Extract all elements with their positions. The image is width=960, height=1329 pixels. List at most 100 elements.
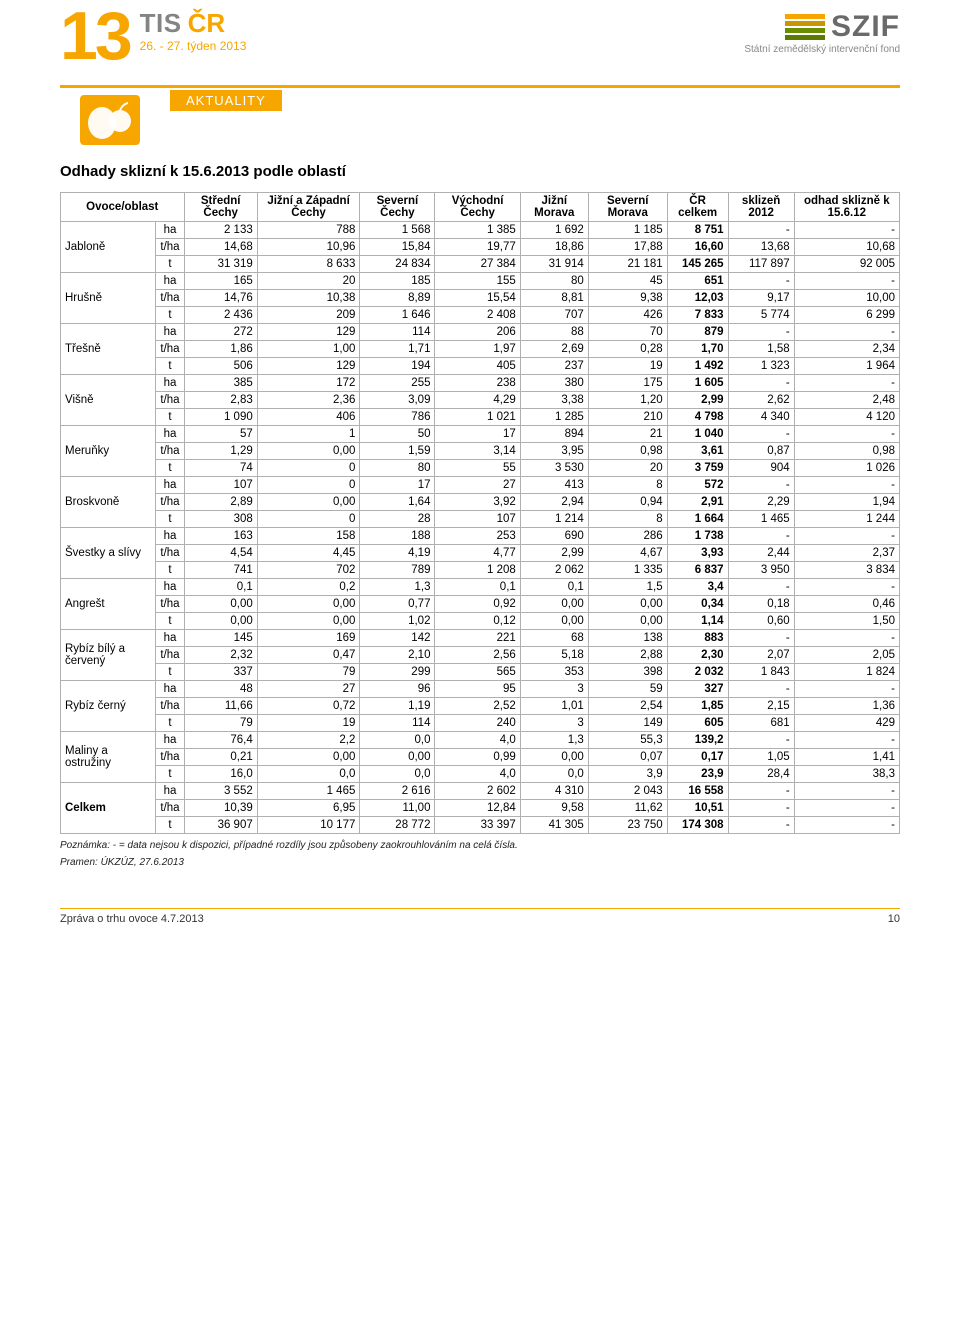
table-row: t/ha11,660,721,192,521,012,541,852,151,3… <box>61 698 900 715</box>
table-cell: 565 <box>435 664 520 681</box>
header-right: SZIF Státní zemědělský intervenční fond <box>744 8 900 55</box>
table-cell: 286 <box>588 528 667 545</box>
table-cell: - <box>794 222 899 239</box>
table-cell: 4 340 <box>728 409 794 426</box>
table-cell: 0,0 <box>360 766 435 783</box>
table-cell: 14,76 <box>184 290 257 307</box>
szif-logo: SZIF <box>785 10 900 44</box>
table-cell: 7 833 <box>667 307 728 324</box>
row-group-label: Hrušně <box>61 273 156 324</box>
table-cell: 15,54 <box>435 290 520 307</box>
table-row: t/ha1,290,001,593,143,950,983,610,870,98 <box>61 443 900 460</box>
table-cell: 41 305 <box>520 817 588 834</box>
table-row: t/ha14,7610,388,8915,548,819,3812,039,17… <box>61 290 900 307</box>
page-header: 13 TIS ČR 26. - 27. týden 2013 SZIF Stát <box>60 0 900 88</box>
table-cell: 1 465 <box>728 511 794 528</box>
table-cell: 2,32 <box>184 647 257 664</box>
table-cell: 175 <box>588 375 667 392</box>
row-unit: t <box>156 358 184 375</box>
table-cell: 18,86 <box>520 239 588 256</box>
table-cell: 426 <box>588 307 667 324</box>
row-unit: ha <box>156 426 184 443</box>
table-cell: 786 <box>360 409 435 426</box>
table-cell: 10,38 <box>257 290 360 307</box>
table-cell: 0 <box>257 460 360 477</box>
row-group-label: Celkem <box>61 783 156 834</box>
table-cell: 398 <box>588 664 667 681</box>
table-cell: 8 <box>588 477 667 494</box>
table-cell: 1 214 <box>520 511 588 528</box>
table-cell: 5 774 <box>728 307 794 324</box>
table-cell: 0,98 <box>588 443 667 460</box>
table-cell: - <box>794 579 899 596</box>
table-cell: 24 834 <box>360 256 435 273</box>
table-cell: 0,21 <box>184 749 257 766</box>
table-cell: 0,99 <box>435 749 520 766</box>
table-cell: 33 397 <box>435 817 520 834</box>
table-cell: 3,14 <box>435 443 520 460</box>
table-cell: 4,0 <box>435 766 520 783</box>
table-cell: 238 <box>435 375 520 392</box>
table-cell: 14,68 <box>184 239 257 256</box>
table-row: t2 4362091 6462 4087074267 8335 7746 299 <box>61 307 900 324</box>
table-cell: 788 <box>257 222 360 239</box>
table-cell: - <box>794 324 899 341</box>
table-cell: 107 <box>435 511 520 528</box>
table-cell: 0,00 <box>520 613 588 630</box>
table-cell: - <box>794 273 899 290</box>
table-row: t74080553 530203 7599041 026 <box>61 460 900 477</box>
table-cell: 2,07 <box>728 647 794 664</box>
table-cell: 0,00 <box>588 596 667 613</box>
row-unit: t <box>156 409 184 426</box>
table-cell: 1 692 <box>520 222 588 239</box>
table-row: t/ha10,396,9511,0012,849,5811,6210,51-- <box>61 800 900 817</box>
row-unit: ha <box>156 630 184 647</box>
tis-block: TIS ČR 26. - 27. týden 2013 <box>140 8 247 53</box>
table-cell: 88 <box>520 324 588 341</box>
table-row: t/ha0,000,000,770,920,000,000,340,180,46 <box>61 596 900 613</box>
table-cell: 3,9 <box>588 766 667 783</box>
table-row: Meruňkyha5715017894211 040-- <box>61 426 900 443</box>
table-cell: 605 <box>667 715 728 732</box>
table-cell: 80 <box>360 460 435 477</box>
row-unit: ha <box>156 324 184 341</box>
table-row: t1 0904067861 0211 2852104 7984 3404 120 <box>61 409 900 426</box>
table-cell: 1,71 <box>360 341 435 358</box>
table-cell: 2,91 <box>667 494 728 511</box>
table-cell: 28,4 <box>728 766 794 783</box>
table-cell: 38,3 <box>794 766 899 783</box>
table-cell: 209 <box>257 307 360 324</box>
table-row: Celkemha3 5521 4652 6162 6024 3102 04316… <box>61 783 900 800</box>
table-cell: 1 843 <box>728 664 794 681</box>
table-cell: - <box>794 477 899 494</box>
table-cell: 6,95 <box>257 800 360 817</box>
table-cell: 1 090 <box>184 409 257 426</box>
table-cell: 3,09 <box>360 392 435 409</box>
table-cell: - <box>794 817 899 834</box>
table-cell: - <box>794 800 899 817</box>
table-cell: 1,70 <box>667 341 728 358</box>
table-cell: 1,19 <box>360 698 435 715</box>
table-cell: 2,62 <box>728 392 794 409</box>
table-cell: 4 310 <box>520 783 588 800</box>
table-cell: 0,87 <box>728 443 794 460</box>
table-cell: 253 <box>435 528 520 545</box>
row-unit: t/ha <box>156 290 184 307</box>
table-cell: 0,77 <box>360 596 435 613</box>
table-cell: 163 <box>184 528 257 545</box>
table-cell: 327 <box>667 681 728 698</box>
table-cell: 68 <box>520 630 588 647</box>
table-cell: 1 738 <box>667 528 728 545</box>
table-cell: 12,03 <box>667 290 728 307</box>
table-cell: 572 <box>667 477 728 494</box>
table-cell: 2,83 <box>184 392 257 409</box>
row-group-label: Broskvoně <box>61 477 156 528</box>
table-cell: 21 181 <box>588 256 667 273</box>
table-cell: 79 <box>257 664 360 681</box>
table-cell: 0,00 <box>257 749 360 766</box>
table-cell: 221 <box>435 630 520 647</box>
row-unit: t/ha <box>156 749 184 766</box>
table-cell: 883 <box>667 630 728 647</box>
table-cell: 2 032 <box>667 664 728 681</box>
table-cell: 702 <box>257 562 360 579</box>
